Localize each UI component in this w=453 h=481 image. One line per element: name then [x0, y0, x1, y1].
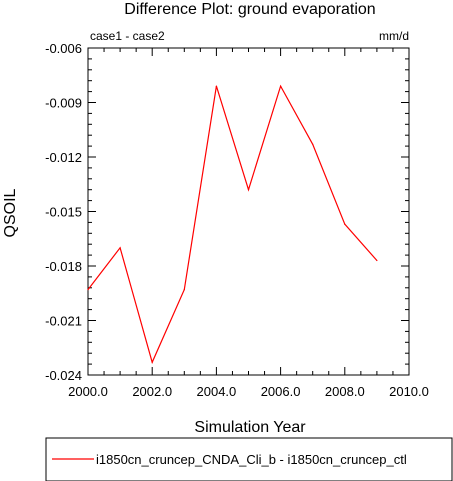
legend-box — [45, 437, 453, 481]
legend: i1850cn_cruncep_CNDA_Cli_b - i1850cn_cru… — [52, 452, 407, 467]
chart-subtitle-right: mm/d — [379, 29, 409, 43]
data-point — [151, 361, 153, 363]
x-tick-label: 2008.0 — [325, 384, 365, 399]
y-tick-label: -0.012 — [45, 150, 82, 165]
data-point — [119, 247, 121, 249]
data-point — [183, 289, 185, 291]
data-point — [215, 85, 217, 87]
x-tick-label: 2006.0 — [261, 384, 301, 399]
data-point — [247, 189, 250, 191]
chart-title: Difference Plot: ground evaporation — [124, 1, 375, 18]
y-tick-label: -0.018 — [45, 259, 82, 274]
y-tick-label: -0.009 — [45, 96, 82, 111]
series-line — [87, 84, 378, 365]
data-point — [87, 289, 89, 291]
chart-subtitle-left: case1 - case2 — [90, 29, 165, 43]
axis-ticks — [87, 47, 410, 376]
x-axis-label: Simulation Year — [194, 419, 306, 436]
y-tick-label: -0.024 — [45, 368, 82, 383]
x-tick-label: 2002.0 — [132, 384, 172, 399]
y-tick-label: -0.006 — [45, 41, 82, 56]
data-point — [280, 85, 282, 87]
x-tick-label: 2010.0 — [389, 384, 429, 399]
data-point — [376, 259, 378, 262]
y-tick-label: -0.021 — [45, 314, 82, 329]
axis-tick-labels: 2000.0 2002.0 2004.0 2006.0 2008.0 2010.0 -0.0… — [45, 41, 429, 399]
x-tick-label: 2000.0 — [68, 384, 108, 399]
data-point — [344, 223, 346, 225]
y-tick-label: -0.015 — [45, 205, 82, 220]
data-point — [312, 143, 314, 145]
series-layer — [87, 84, 378, 365]
plot-frame — [87, 47, 410, 376]
y-axis-label: QSOIL — [2, 188, 19, 237]
x-tick-label: 2004.0 — [197, 384, 237, 399]
legend-label: i1850cn_cruncep_CNDA_Cli_b - i1850cn_cru… — [96, 452, 407, 467]
